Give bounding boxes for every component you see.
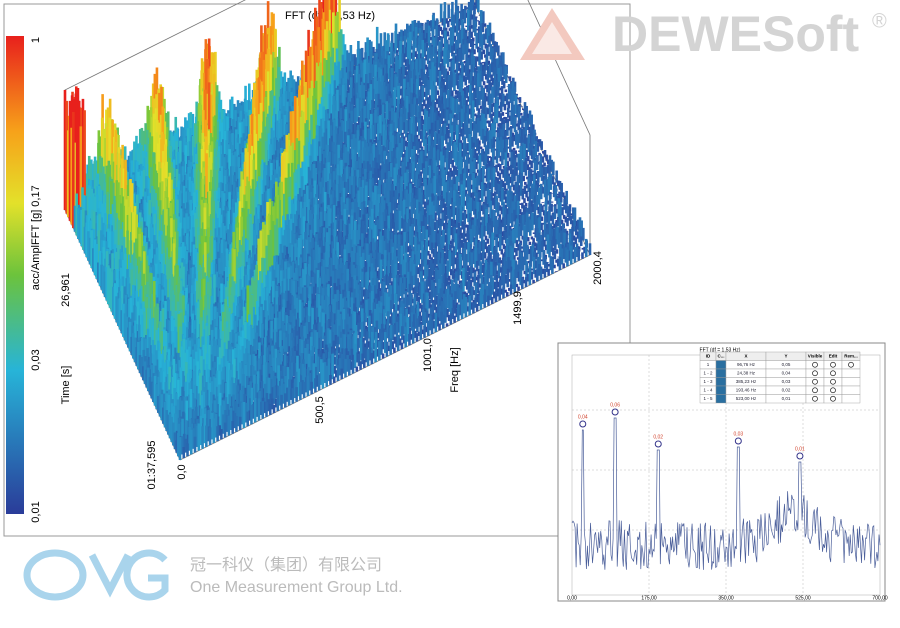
freq-label: Freq [Hz] bbox=[449, 347, 461, 392]
colorbar-tick: 0,17 bbox=[30, 185, 42, 206]
colorbar-tick: 0,03 bbox=[30, 349, 42, 370]
z-label: acc/AmplFFT [g] bbox=[30, 210, 42, 290]
colorbar-tick: 0,01 bbox=[30, 501, 42, 522]
waterfall bbox=[63, 0, 592, 461]
time-tick: 01:37,595 bbox=[146, 441, 158, 490]
colorbar-tick: 1 bbox=[30, 37, 42, 43]
time-tick: 26,961 bbox=[60, 273, 72, 307]
time-label: Time [s] bbox=[60, 366, 72, 405]
colorbar bbox=[6, 36, 24, 514]
